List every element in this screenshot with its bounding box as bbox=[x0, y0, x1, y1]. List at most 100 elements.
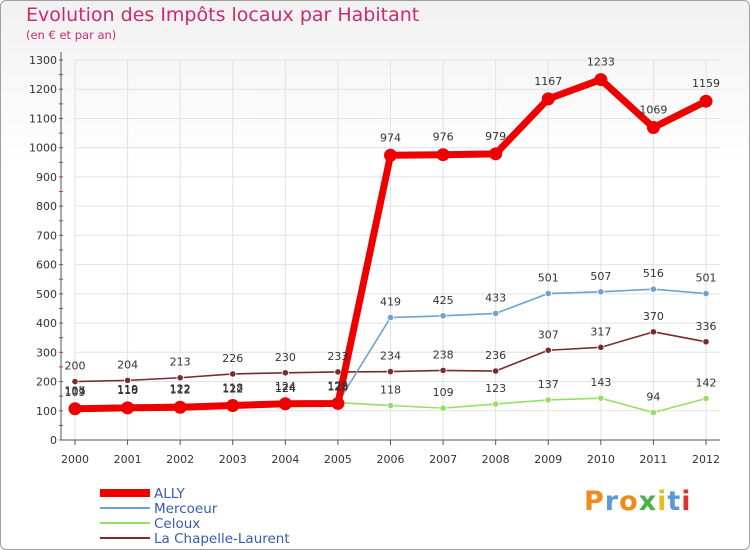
data-label: 118 bbox=[117, 384, 138, 397]
data-label: 124 bbox=[275, 380, 296, 393]
chart-data-labels: 107 110 112 118 124 125 974 976 979 1167 1233 1069 1… bbox=[65, 56, 721, 404]
logo-letter: t bbox=[667, 486, 682, 517]
data-point bbox=[544, 396, 552, 404]
logo-letter: r bbox=[604, 486, 620, 517]
data-point bbox=[121, 401, 135, 415]
data-point bbox=[544, 346, 552, 354]
data-label: 125 bbox=[327, 379, 348, 392]
y-tick-label: 600 bbox=[36, 259, 57, 272]
data-label: 233 bbox=[327, 350, 348, 363]
data-label: 425 bbox=[433, 294, 454, 307]
data-label: 143 bbox=[590, 376, 611, 389]
data-label: 433 bbox=[485, 291, 506, 304]
data-point bbox=[71, 377, 79, 386]
logo-letter: x bbox=[638, 486, 658, 517]
data-point bbox=[281, 369, 289, 377]
data-point bbox=[176, 374, 184, 382]
data-label: 115 bbox=[65, 384, 86, 397]
data-label: 226 bbox=[222, 352, 243, 365]
x-tick-label: 2007 bbox=[429, 453, 457, 466]
data-label: 112 bbox=[170, 383, 191, 396]
data-label: 976 bbox=[433, 131, 454, 144]
data-point bbox=[386, 367, 395, 376]
y-tick-label: 1300 bbox=[29, 54, 57, 67]
chart-title: Evolution des Impôts locaux par Habitant bbox=[26, 4, 420, 26]
data-point bbox=[439, 366, 447, 375]
data-point bbox=[123, 376, 132, 384]
data-label: 1159 bbox=[692, 77, 720, 90]
y-tick-label: 1100 bbox=[29, 112, 57, 125]
y-tick-label: 300 bbox=[36, 346, 57, 359]
data-point bbox=[699, 94, 713, 108]
data-label: 118 bbox=[380, 384, 401, 397]
data-label: 200 bbox=[65, 360, 86, 373]
data-label: 124 bbox=[275, 382, 296, 395]
data-label: 122 bbox=[222, 382, 243, 395]
data-label: 974 bbox=[380, 131, 401, 144]
data-point bbox=[492, 309, 500, 318]
y-tick-label: 900 bbox=[36, 171, 57, 184]
data-point bbox=[646, 121, 660, 135]
data-label: 107 bbox=[65, 385, 86, 398]
data-point bbox=[492, 400, 500, 408]
data-point bbox=[702, 338, 710, 346]
data-label: 419 bbox=[380, 296, 401, 309]
data-label: 1167 bbox=[534, 75, 562, 88]
data-point bbox=[278, 397, 292, 411]
data-label: 307 bbox=[538, 328, 559, 341]
y-tick-label: 700 bbox=[36, 229, 57, 242]
data-point bbox=[386, 401, 395, 410]
data-point bbox=[68, 402, 82, 416]
chart-subtitle: (en € et par an) bbox=[26, 28, 117, 42]
data-label: 234 bbox=[380, 350, 401, 363]
data-label: 238 bbox=[433, 348, 454, 361]
data-point bbox=[384, 148, 397, 162]
x-tick-label: 2001 bbox=[114, 453, 142, 466]
logo-letter: o bbox=[619, 486, 639, 517]
logo-letter: i bbox=[681, 486, 692, 517]
logo-letter: i bbox=[657, 486, 668, 517]
data-point bbox=[489, 147, 503, 161]
data-point bbox=[386, 313, 395, 322]
x-tick-label: 2012 bbox=[692, 453, 720, 466]
legend-label: Mercoeur bbox=[154, 501, 218, 517]
data-point bbox=[439, 404, 447, 412]
data-point bbox=[229, 370, 237, 378]
proxiti-logo: Proxiti bbox=[584, 486, 692, 517]
data-label: 128 bbox=[327, 381, 348, 394]
data-label: 124 bbox=[275, 382, 296, 395]
x-tick-label: 2011 bbox=[639, 453, 667, 466]
data-label: 230 bbox=[275, 351, 296, 364]
data-label: 317 bbox=[590, 325, 611, 338]
x-tick-label: 2010 bbox=[587, 453, 615, 466]
y-tick-label: 200 bbox=[36, 376, 57, 389]
data-label: 501 bbox=[538, 272, 559, 285]
legend-label: Celoux bbox=[154, 516, 200, 532]
data-label: 204 bbox=[117, 358, 138, 371]
data-label: 979 bbox=[485, 130, 506, 143]
data-label: 1233 bbox=[587, 56, 615, 69]
data-point bbox=[331, 396, 345, 410]
x-tick-label: 2003 bbox=[219, 453, 247, 466]
data-label: 110 bbox=[117, 384, 138, 397]
y-tick-label: 400 bbox=[36, 317, 57, 330]
x-tick-label: 2002 bbox=[166, 453, 194, 466]
data-label: 1069 bbox=[639, 104, 667, 117]
x-tick-label: 2000 bbox=[61, 453, 89, 466]
data-point bbox=[649, 328, 658, 336]
data-point bbox=[597, 394, 605, 402]
y-tick-label: 800 bbox=[36, 200, 57, 213]
x-tick-label: 2005 bbox=[324, 453, 352, 466]
data-point bbox=[544, 289, 552, 298]
y-tick-label: 1200 bbox=[29, 83, 57, 96]
data-point bbox=[649, 285, 658, 293]
legend-label: ALLY bbox=[154, 486, 185, 502]
y-tick-label: 1000 bbox=[29, 142, 57, 155]
x-tick-label: 2004 bbox=[271, 453, 299, 466]
y-tick-label: 500 bbox=[36, 288, 57, 301]
data-label: 236 bbox=[485, 349, 506, 362]
data-label: 118 bbox=[222, 382, 243, 395]
